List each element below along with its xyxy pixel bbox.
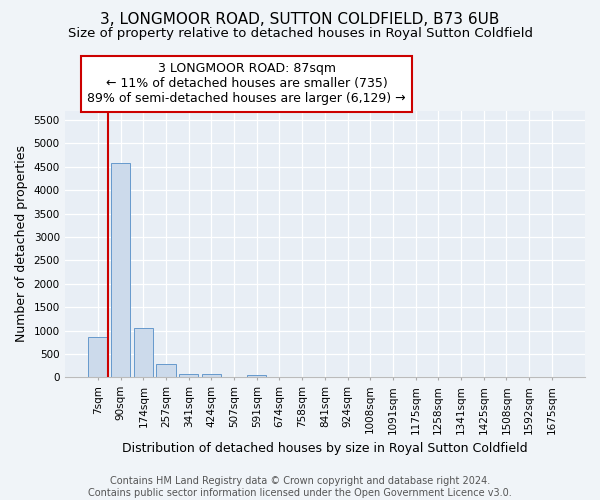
- Text: 3, LONGMOOR ROAD, SUTTON COLDFIELD, B73 6UB: 3, LONGMOOR ROAD, SUTTON COLDFIELD, B73 …: [100, 12, 500, 28]
- Bar: [134, 328, 153, 378]
- X-axis label: Distribution of detached houses by size in Royal Sutton Coldfield: Distribution of detached houses by size …: [122, 442, 527, 455]
- Bar: [157, 364, 176, 378]
- Y-axis label: Number of detached properties: Number of detached properties: [15, 146, 28, 342]
- Text: Size of property relative to detached houses in Royal Sutton Coldfield: Size of property relative to detached ho…: [67, 28, 533, 40]
- Bar: [247, 374, 266, 378]
- Text: 3 LONGMOOR ROAD: 87sqm
← 11% of detached houses are smaller (735)
89% of semi-de: 3 LONGMOOR ROAD: 87sqm ← 11% of detached…: [88, 62, 406, 106]
- Bar: [179, 374, 199, 378]
- Bar: [88, 336, 107, 378]
- Text: Contains HM Land Registry data © Crown copyright and database right 2024.
Contai: Contains HM Land Registry data © Crown c…: [88, 476, 512, 498]
- Bar: [111, 163, 130, 378]
- Bar: [202, 374, 221, 378]
